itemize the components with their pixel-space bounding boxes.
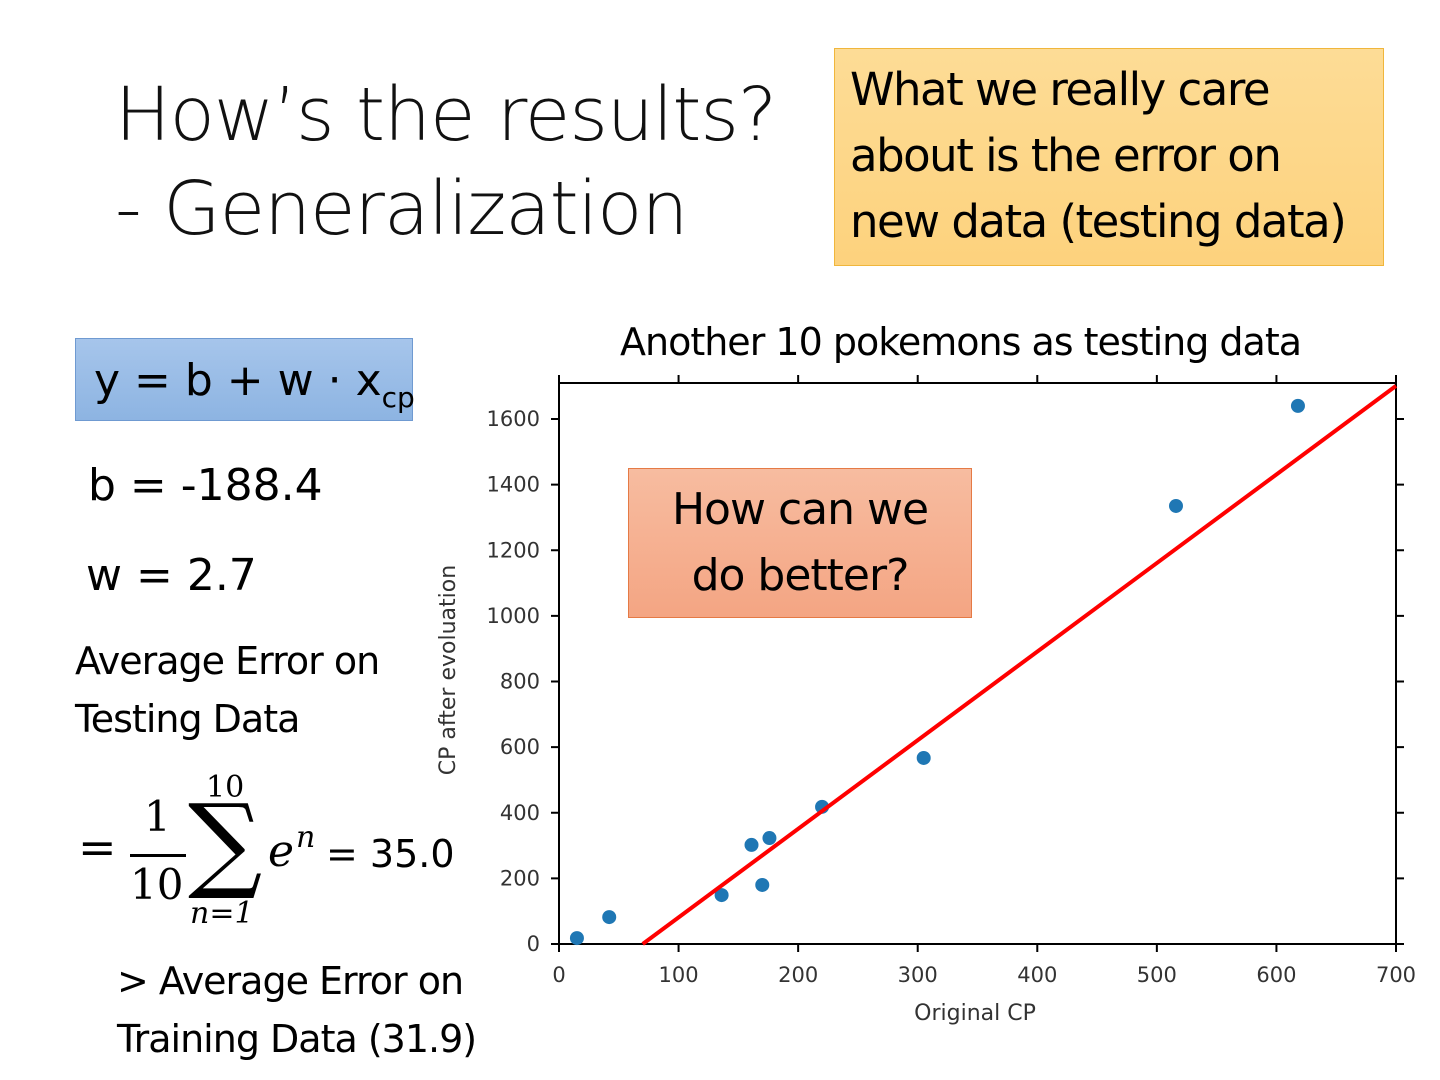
param-b: b = -188.4 (88, 460, 323, 511)
y-tick-label: 1600 (487, 407, 540, 431)
data-point (755, 877, 770, 892)
chart-title: Another 10 pokemons as testing data (620, 320, 1302, 364)
x-tick-label: 500 (1137, 963, 1177, 987)
x-tick-label: 300 (898, 963, 938, 987)
regression-line (641, 384, 1398, 946)
y-tick-label: 800 (500, 670, 540, 694)
data-point (602, 910, 617, 925)
testing-error-callout: What we really care about is the error o… (834, 48, 1384, 266)
comparison-line-1: > Average Error on (117, 959, 464, 1003)
improve-line-2: do better? (691, 550, 910, 601)
error-term-superscript: n (296, 820, 316, 855)
improve-callout: How can we do better? (628, 468, 972, 618)
formula-main: y = b + w · x (94, 355, 382, 406)
data-point (569, 931, 584, 946)
callout-line-3: new data (testing data) (850, 195, 1347, 248)
fraction-numerator: 1 (144, 792, 171, 841)
x-tick-label: 600 (1256, 963, 1296, 987)
sum-upper-limit: 10 (206, 770, 245, 805)
data-point (762, 831, 777, 846)
model-formula-box: y = b + w · xcp (75, 338, 415, 421)
data-point (1290, 398, 1305, 413)
x-tick-label: 100 (659, 963, 699, 987)
axis-ticks: 0 100 200 300 400 500 600 700 0 200 400 600 800 1000 1… (487, 375, 1416, 987)
x-tick-label: 700 (1376, 963, 1416, 987)
y-tick-label: 1000 (487, 604, 540, 628)
plot-frame (558, 382, 1397, 945)
scatter-chart: 0 100 200 300 400 500 600 700 0 200 400 600 800 1000 1… (436, 375, 1416, 1026)
param-w: w = 2.7 (86, 550, 257, 601)
y-tick-label: 200 (500, 866, 540, 890)
data-point (916, 750, 931, 765)
comparison-line-2: Training Data (31.9) (117, 1017, 477, 1061)
y-tick-label: 1400 (487, 473, 540, 497)
avg-label-line-1: Average Error on (75, 639, 380, 683)
slide-title: How’s the results? - Generalization (115, 68, 777, 256)
training-error-comparison: > Average Error on Training Data (31.9) (117, 952, 477, 1068)
y-tick-label: 0 (527, 932, 540, 956)
x-tick-label: 0 (552, 963, 565, 987)
callout-line-1: What we really care (850, 63, 1271, 116)
data-point (1168, 498, 1183, 513)
error-term: e (268, 826, 295, 877)
improve-line-1: How can we (671, 484, 929, 535)
x-tick-label: 200 (778, 963, 818, 987)
x-tick-label: 400 (1017, 963, 1057, 987)
average-error-label: Average Error on Testing Data (75, 632, 380, 748)
y-tick-label: 600 (500, 735, 540, 759)
x-axis-label: Original CP (914, 1001, 1036, 1026)
fraction-bar (130, 854, 186, 857)
eq-equals: = (78, 820, 117, 874)
title-line-1: How’s the results? (115, 72, 777, 158)
title-line-2: - Generalization (115, 166, 688, 252)
sum-symbol: ∑ (188, 781, 263, 903)
avg-label-line-2: Testing Data (75, 697, 300, 741)
data-point (744, 837, 759, 852)
average-error-value: = 35.0 (326, 832, 455, 876)
sum-lower-limit: n=1 (190, 896, 254, 931)
callout-line-2: about is the error on (850, 129, 1282, 182)
y-tick-label: 400 (500, 801, 540, 825)
y-axis-label: CP after evoluation (436, 565, 461, 775)
fraction-denominator: 10 (130, 860, 184, 909)
formula-subscript: cp (381, 381, 415, 414)
data-points (569, 398, 1305, 946)
data-point (714, 888, 729, 903)
average-error-equation: = 1 10 10 ∑ n=1 e n = 35.0 (78, 770, 478, 940)
y-tick-label: 1200 (487, 538, 540, 562)
